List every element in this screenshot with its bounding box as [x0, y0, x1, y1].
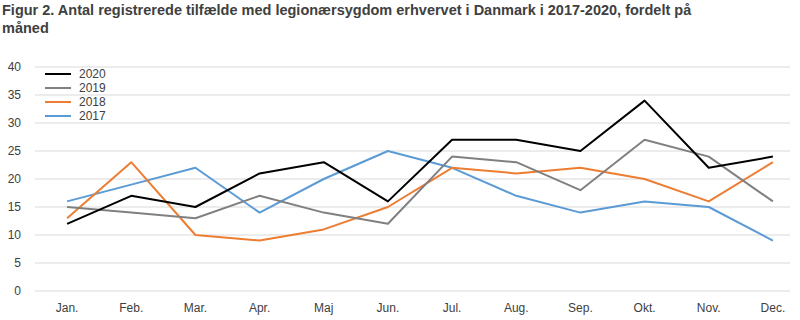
x-tick-label: Jul. [443, 301, 462, 315]
chart-svg: 0 5 10 15 20 25 30 35 40 Jan. Feb. Mar. Apr. Maj Jun. J… [0, 0, 800, 320]
x-tick-label: Nov. [697, 301, 721, 315]
x-tick-label: Jan. [56, 301, 79, 315]
series-line [67, 162, 773, 240]
x-tick-label: Jun. [377, 301, 400, 315]
x-tick-label: Mar. [184, 301, 207, 315]
x-tick-label: Apr. [249, 301, 270, 315]
y-tick-label: 25 [8, 144, 22, 158]
grid-line [35, 207, 790, 208]
legend-swatch [45, 101, 71, 103]
x-tick-label: Okt. [634, 301, 656, 315]
grid-line [35, 67, 790, 68]
x-tick-label: Dec. [761, 301, 786, 315]
y-tick-label: 10 [8, 228, 22, 242]
legend-label: 2020 [79, 67, 106, 81]
legend-label: 2017 [79, 109, 106, 123]
y-tick-label: 40 [8, 60, 22, 74]
y-tick-label: 30 [8, 116, 22, 130]
legend-label: 2018 [79, 95, 106, 109]
legend-label: 2019 [79, 81, 106, 95]
y-tick-label: 15 [8, 200, 22, 214]
series-line [67, 140, 773, 224]
grid-line [35, 235, 790, 236]
series-line [67, 101, 773, 224]
grid-line [35, 123, 790, 124]
grid-line [35, 151, 790, 152]
grid-line [35, 291, 790, 292]
grid-line [35, 95, 790, 96]
series-line [67, 151, 773, 241]
x-tick-label: Maj [314, 301, 333, 315]
y-tick-label: 5 [14, 256, 21, 270]
x-tick-label: Feb. [119, 301, 143, 315]
y-tick-label: 20 [8, 172, 22, 186]
chart-title: Figur 2. Antal registrerede tilfælde med… [2, 1, 722, 37]
y-tick-label: 35 [8, 88, 22, 102]
x-tick-label: Aug. [504, 301, 529, 315]
y-tick-label: 0 [14, 284, 21, 298]
legend-swatch [45, 115, 71, 117]
legend-swatch [45, 87, 71, 89]
legend-swatch [45, 73, 71, 75]
x-tick-label: Sep. [568, 301, 593, 315]
grid-line [35, 263, 790, 264]
